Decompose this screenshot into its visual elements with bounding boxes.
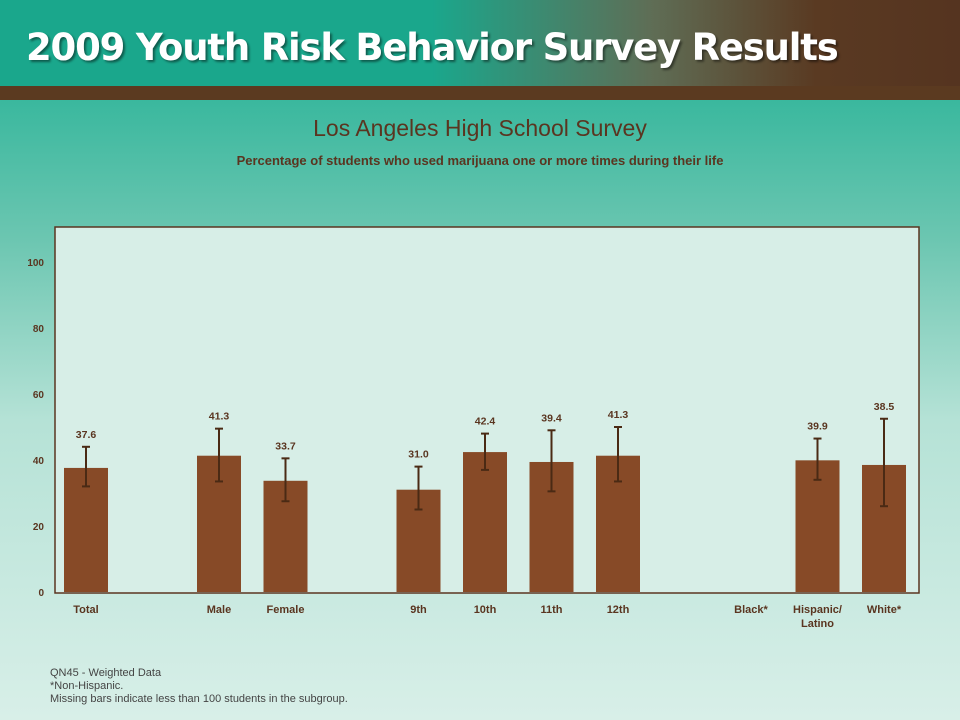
value-label: 41.3 (608, 409, 629, 421)
y-axis: 0 20 40 60 80 100 (27, 258, 44, 599)
bar (795, 460, 840, 592)
value-label: 41.3 (209, 411, 230, 423)
error-bar (414, 465, 423, 511)
footnote-data-source: QN45 - Weighted Data (50, 667, 162, 679)
value-label: 33.7 (275, 440, 296, 452)
error-bar (82, 445, 90, 488)
value-labels-group: 37.6 41.3 33.7 31.0 42.4 39.4 41.3 39.9 38.5 (76, 401, 895, 461)
footnote-non-hispanic: *Non-Hispanic. (50, 680, 124, 692)
bar (64, 467, 108, 592)
value-label: 42.4 (475, 416, 496, 428)
error-bar (880, 417, 888, 508)
error-bar (481, 432, 489, 471)
header-divider (0, 86, 960, 100)
y-tick-label: 40 (33, 456, 45, 467)
header-banner (0, 0, 960, 86)
y-tick-label: 60 (33, 390, 45, 401)
page-title: 2009 Youth Risk Behavior Survey Results (26, 26, 839, 69)
chart-subtitle: Percentage of students who used marijuan… (236, 153, 724, 168)
error-bars-group (82, 417, 888, 511)
x-tick-label: 11th (540, 604, 562, 616)
chart-title: Los Angeles High School Survey (313, 115, 647, 141)
value-label: 38.5 (874, 401, 895, 413)
x-tick-label: Female (267, 604, 305, 616)
x-tick-label: Black* (734, 604, 768, 616)
x-tick-label: Total (73, 604, 98, 616)
x-tick-label: Male (207, 604, 231, 616)
error-bar (614, 426, 622, 483)
x-tick-label: Hispanic/ (793, 604, 842, 616)
error-bar (215, 427, 223, 483)
x-tick-label: Latino (801, 618, 834, 630)
x-tick-label: White* (867, 604, 902, 616)
value-label: 39.9 (807, 421, 828, 433)
y-tick-label: 100 (27, 258, 44, 269)
x-tick-label: 10th (474, 604, 497, 616)
bars-group (64, 452, 906, 592)
value-label: 39.4 (541, 412, 562, 424)
bar (463, 452, 507, 592)
y-tick-label: 0 (38, 588, 44, 599)
footnote-missing-bars: Missing bars indicate less than 100 stud… (50, 693, 348, 705)
y-tick-label: 80 (33, 324, 45, 335)
error-bar (547, 429, 556, 493)
value-label: 37.6 (76, 429, 97, 441)
value-label: 31.0 (408, 449, 429, 461)
x-tick-label: 12th (607, 604, 630, 616)
error-bar (281, 457, 290, 503)
y-tick-label: 20 (33, 522, 45, 533)
x-tick-label: 9th (410, 604, 427, 616)
error-bar (813, 437, 822, 481)
x-labels-group: Total Male Female 9th 10th 11th 12th Black* Hisp… (73, 604, 902, 630)
